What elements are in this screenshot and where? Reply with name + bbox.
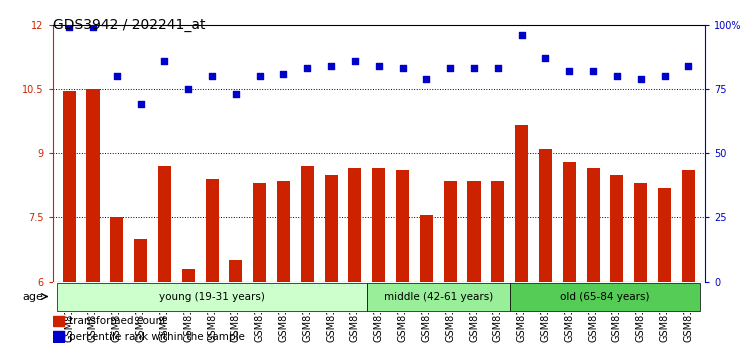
FancyBboxPatch shape xyxy=(367,283,510,311)
Text: old (65-84 years): old (65-84 years) xyxy=(560,291,650,302)
Text: middle (42-61 years): middle (42-61 years) xyxy=(384,291,493,302)
Point xyxy=(634,76,646,81)
Bar xyxy=(491,181,504,282)
Bar xyxy=(515,125,528,282)
Bar xyxy=(53,331,64,342)
Bar xyxy=(110,217,123,282)
Bar xyxy=(682,170,695,282)
Point xyxy=(111,73,123,79)
Point xyxy=(230,91,242,97)
Text: young (19-31 years): young (19-31 years) xyxy=(159,291,265,302)
FancyBboxPatch shape xyxy=(57,283,367,311)
Bar xyxy=(610,175,623,282)
Bar xyxy=(658,188,671,282)
Bar xyxy=(372,168,386,282)
Bar xyxy=(230,260,242,282)
Bar xyxy=(562,162,576,282)
Point xyxy=(254,73,266,79)
Bar xyxy=(182,269,195,282)
Text: transformed count: transformed count xyxy=(69,316,166,326)
Point xyxy=(421,76,433,81)
Bar xyxy=(206,179,218,282)
Bar xyxy=(158,166,171,282)
Bar xyxy=(444,181,457,282)
Point xyxy=(302,65,313,71)
Bar xyxy=(325,175,338,282)
Point xyxy=(63,24,75,30)
Point xyxy=(658,73,670,79)
Bar xyxy=(396,170,409,282)
Point xyxy=(444,65,456,71)
Point xyxy=(206,73,218,79)
Point xyxy=(182,86,194,92)
Bar xyxy=(349,168,361,282)
Point xyxy=(325,63,337,69)
Point xyxy=(134,102,146,107)
Point xyxy=(611,73,623,79)
Point xyxy=(158,58,170,64)
Bar xyxy=(634,183,647,282)
Text: age: age xyxy=(22,291,43,302)
Text: percentile rank within the sample: percentile rank within the sample xyxy=(69,332,244,342)
Point xyxy=(87,24,99,30)
Point xyxy=(373,63,385,69)
Point xyxy=(682,63,694,69)
Bar xyxy=(277,181,290,282)
Bar xyxy=(586,168,599,282)
Bar xyxy=(254,183,266,282)
Bar xyxy=(539,149,552,282)
Point xyxy=(468,65,480,71)
Bar xyxy=(53,316,64,326)
Bar xyxy=(134,239,147,282)
Text: GDS3942 / 202241_at: GDS3942 / 202241_at xyxy=(53,18,205,32)
Point xyxy=(492,65,504,71)
Point xyxy=(278,71,290,76)
Point xyxy=(516,32,528,38)
Point xyxy=(349,58,361,64)
Point xyxy=(539,55,551,61)
Bar xyxy=(420,215,433,282)
Bar xyxy=(86,89,100,282)
Bar xyxy=(301,166,313,282)
Point xyxy=(587,68,599,74)
Bar xyxy=(62,91,76,282)
FancyBboxPatch shape xyxy=(510,283,700,311)
Point xyxy=(397,65,409,71)
Bar xyxy=(467,181,481,282)
Point xyxy=(563,68,575,74)
